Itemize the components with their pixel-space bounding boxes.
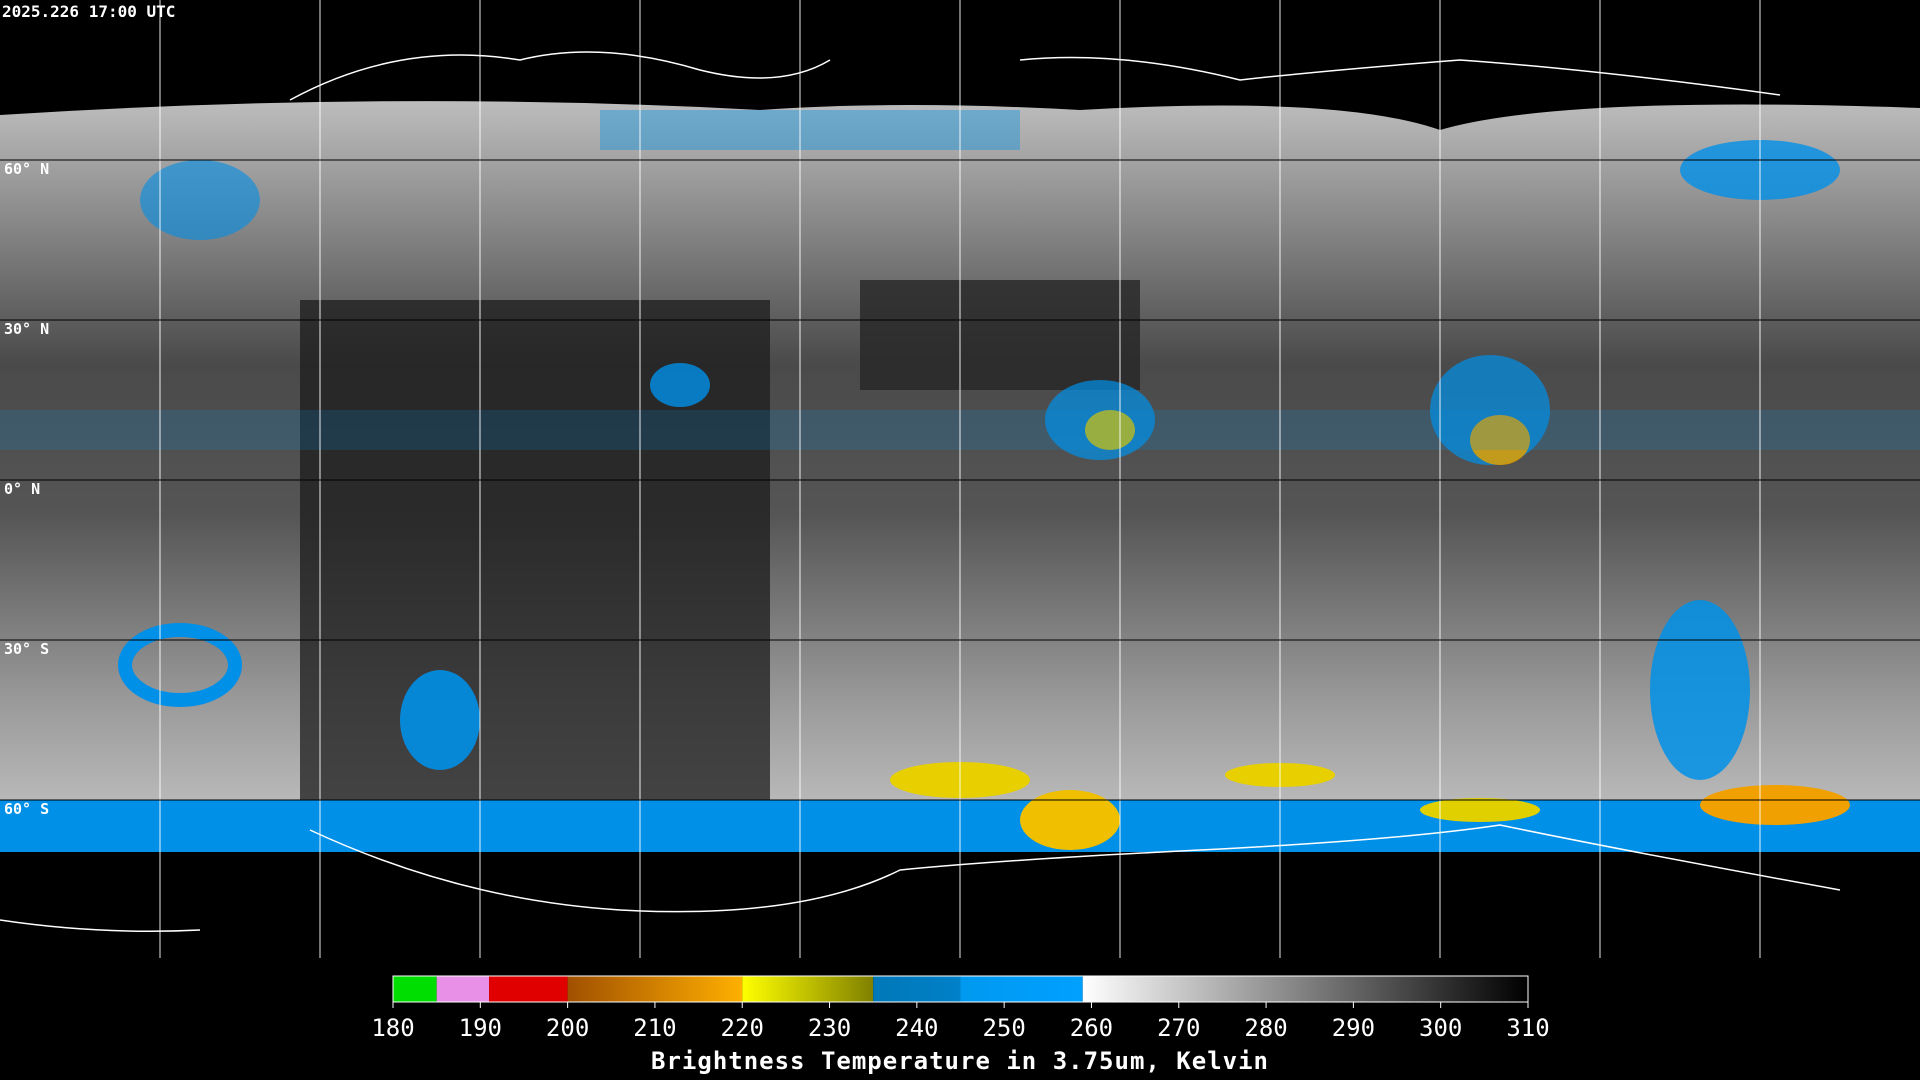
timestamp: 2025.226 17:00 UTC	[2, 2, 175, 21]
colorbar-segment	[567, 976, 743, 1002]
latitude-label: 60° S	[4, 800, 49, 818]
lat-lon-grid	[0, 0, 1920, 958]
colorbar-tick-label: 310	[1506, 1014, 1549, 1042]
colorbar-segment	[436, 976, 490, 1002]
latitude-label: 60° N	[4, 160, 49, 178]
colorbar-tick-label: 230	[808, 1014, 851, 1042]
colorbar-label: Brightness Temperature in 3.75um, Kelvin	[651, 1047, 1269, 1075]
colorbar-segment	[742, 976, 874, 1002]
coastlines	[0, 51, 1841, 932]
colorbar-tick-label: 300	[1419, 1014, 1462, 1042]
colorbar-tick-label: 260	[1070, 1014, 1113, 1042]
colorbar-tick-label: 210	[633, 1014, 676, 1042]
colorbar-segment	[873, 976, 961, 1002]
colorbar-frame	[392, 975, 1529, 1003]
colorbar: 180 190 200 210 220 230 240 250 260 270 280 290 300 3…	[371, 975, 1550, 1042]
colorbar-tick-label: 220	[721, 1014, 764, 1042]
colorbar-tick-label: 270	[1157, 1014, 1200, 1042]
latitude-label: 0° N	[4, 480, 40, 498]
colorbar-tick-label: 200	[546, 1014, 589, 1042]
colorbar-tick-label: 290	[1332, 1014, 1375, 1042]
colorbar-tick-label: 250	[982, 1014, 1025, 1042]
latitude-label: 30° S	[4, 640, 49, 658]
colorbar-tick-label: 280	[1244, 1014, 1287, 1042]
colorbar-tick-label: 190	[459, 1014, 502, 1042]
colorbar-segment	[393, 976, 437, 1002]
latitude-label: 30° N	[4, 320, 49, 338]
colorbar-segment	[489, 976, 568, 1002]
colorbar-tick-label: 180	[371, 1014, 414, 1042]
colorbar-segment	[960, 976, 1083, 1002]
colorbar-segment	[1082, 976, 1528, 1002]
latitude-labels: 60° N 30° N 0° N 30° S 60° S	[4, 160, 49, 818]
colorbar-tick-label: 240	[895, 1014, 938, 1042]
